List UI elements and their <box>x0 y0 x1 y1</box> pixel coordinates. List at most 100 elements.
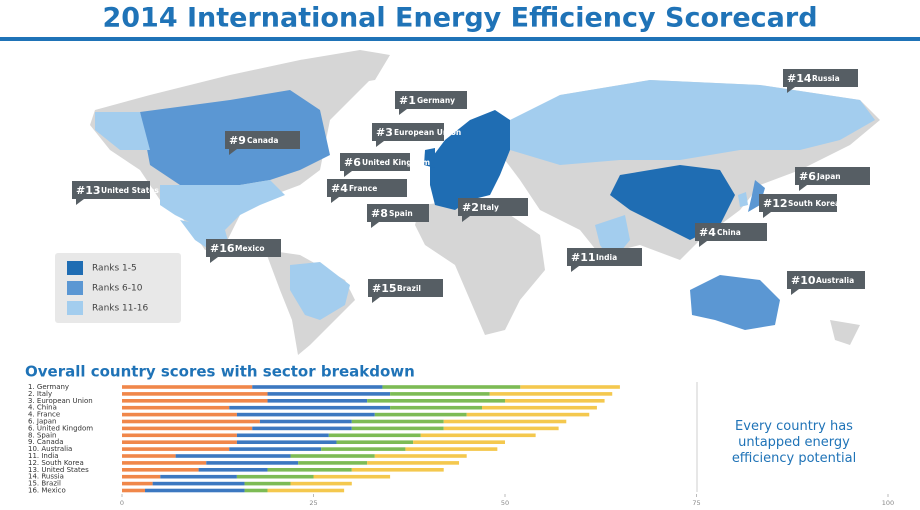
badge-pointer <box>331 197 339 203</box>
bar-segment <box>236 440 337 444</box>
legend-swatch <box>67 281 83 295</box>
bar-segment <box>122 405 230 410</box>
badge <box>225 131 300 149</box>
bar-segment <box>229 447 322 451</box>
badge <box>787 271 865 289</box>
bar-segment <box>374 454 467 458</box>
bar-segment <box>252 385 383 389</box>
badge-pointer <box>371 222 379 228</box>
bar-segment <box>351 419 444 424</box>
badge <box>783 69 858 87</box>
badge-rank: #3 <box>376 126 393 139</box>
badge <box>372 123 444 141</box>
japan <box>748 180 765 212</box>
badge-name: Mexico <box>235 244 265 253</box>
badge-pointer <box>372 297 380 303</box>
category-label: 13. United States <box>28 466 89 474</box>
bar-segment <box>206 461 299 465</box>
greenland <box>300 50 390 85</box>
badge <box>795 167 870 185</box>
page-title: 2014 International Energy Efficiency Sco… <box>102 3 817 34</box>
badge <box>458 198 528 216</box>
badge <box>368 279 443 297</box>
bar-segment <box>443 426 559 431</box>
bar-segment <box>466 412 590 417</box>
badge-name: China <box>717 228 741 237</box>
category-label: 8. Spain <box>28 431 56 439</box>
badge <box>72 181 150 199</box>
badge <box>759 194 837 212</box>
legend-swatch <box>67 261 83 275</box>
badge <box>567 248 642 266</box>
bar-segment <box>413 440 505 444</box>
european-union <box>430 110 510 210</box>
bar-segment <box>290 454 375 458</box>
bar-segment <box>420 433 536 438</box>
badge <box>367 204 429 222</box>
category-label: 14. Russia <box>28 473 64 481</box>
bar-segment <box>520 385 620 389</box>
badge-rank: #16 <box>210 242 235 255</box>
bar-segment <box>122 419 260 424</box>
bar-segment <box>229 405 391 410</box>
badge-name: European Union <box>394 128 461 137</box>
badge-rank: #4 <box>331 182 348 195</box>
bar-segment <box>122 474 161 479</box>
annotation-line: efficiency potential <box>732 451 856 466</box>
badge-name: Spain <box>389 209 413 218</box>
bar-segment <box>244 488 268 493</box>
category-label: 15. Brazil <box>28 480 61 488</box>
bar-segment <box>443 419 567 424</box>
badge-name: South Korea <box>788 199 840 208</box>
bar-segment <box>367 399 505 403</box>
badge <box>327 179 407 197</box>
badge-name: Australia <box>816 276 854 285</box>
badge <box>206 239 281 257</box>
legend-label: Ranks 1-5 <box>92 264 137 274</box>
bar-segment <box>236 433 329 438</box>
bar-segment <box>122 468 199 472</box>
badge-pointer <box>571 266 579 272</box>
united-kingdom <box>424 148 435 168</box>
alaska <box>95 112 150 150</box>
bar-segment <box>122 481 153 486</box>
bar-segment <box>382 385 521 389</box>
badge-pointer <box>791 289 799 295</box>
bar-segment <box>122 426 253 431</box>
bar-segment <box>489 392 613 396</box>
bar-segment <box>298 461 368 465</box>
badge-rank: #11 <box>571 251 596 264</box>
brazil <box>290 262 350 320</box>
bar-segment <box>321 447 406 451</box>
bar-segment <box>482 405 597 410</box>
annotation-line: Every country has <box>735 419 853 434</box>
badge-pointer <box>376 141 384 147</box>
x-tick-label: 50 <box>501 499 509 507</box>
bar-segment <box>290 481 352 486</box>
map-legend-box <box>55 253 181 323</box>
badge-name: Germany <box>417 96 455 105</box>
category-label: 4. France <box>28 411 60 419</box>
badge-pointer <box>462 216 470 222</box>
bar-segment <box>351 426 444 431</box>
united-states <box>160 180 285 230</box>
category-label: 11. India <box>28 452 59 460</box>
bar-segment <box>122 385 253 389</box>
bar-segment <box>328 433 421 438</box>
russia <box>510 80 875 165</box>
australia <box>690 275 780 330</box>
badge-pointer <box>344 171 352 177</box>
bar-segment <box>267 488 345 493</box>
bar-segment <box>160 474 237 479</box>
bar-segment <box>252 426 352 431</box>
legend-label: Ranks 6-10 <box>92 284 143 294</box>
bar-segment <box>336 440 414 444</box>
badge-rank: #12 <box>763 197 788 210</box>
badge-pointer <box>210 257 218 263</box>
bar-segment <box>236 412 375 417</box>
badge <box>340 153 410 171</box>
bar-segment <box>144 488 245 493</box>
bar-segment <box>505 399 605 403</box>
badge-pointer <box>799 185 807 191</box>
